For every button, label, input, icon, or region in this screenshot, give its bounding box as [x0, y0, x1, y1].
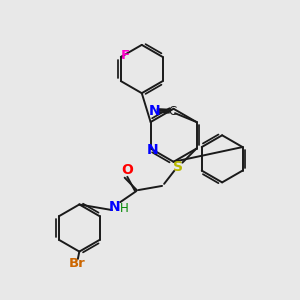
Text: N: N [147, 143, 159, 157]
Text: N: N [109, 200, 121, 214]
Text: H: H [119, 202, 128, 215]
Text: S: S [173, 160, 183, 174]
Text: F: F [121, 49, 130, 62]
Text: O: O [122, 163, 133, 177]
Text: C: C [169, 105, 177, 118]
Text: N: N [148, 103, 160, 118]
Text: Br: Br [69, 257, 86, 271]
